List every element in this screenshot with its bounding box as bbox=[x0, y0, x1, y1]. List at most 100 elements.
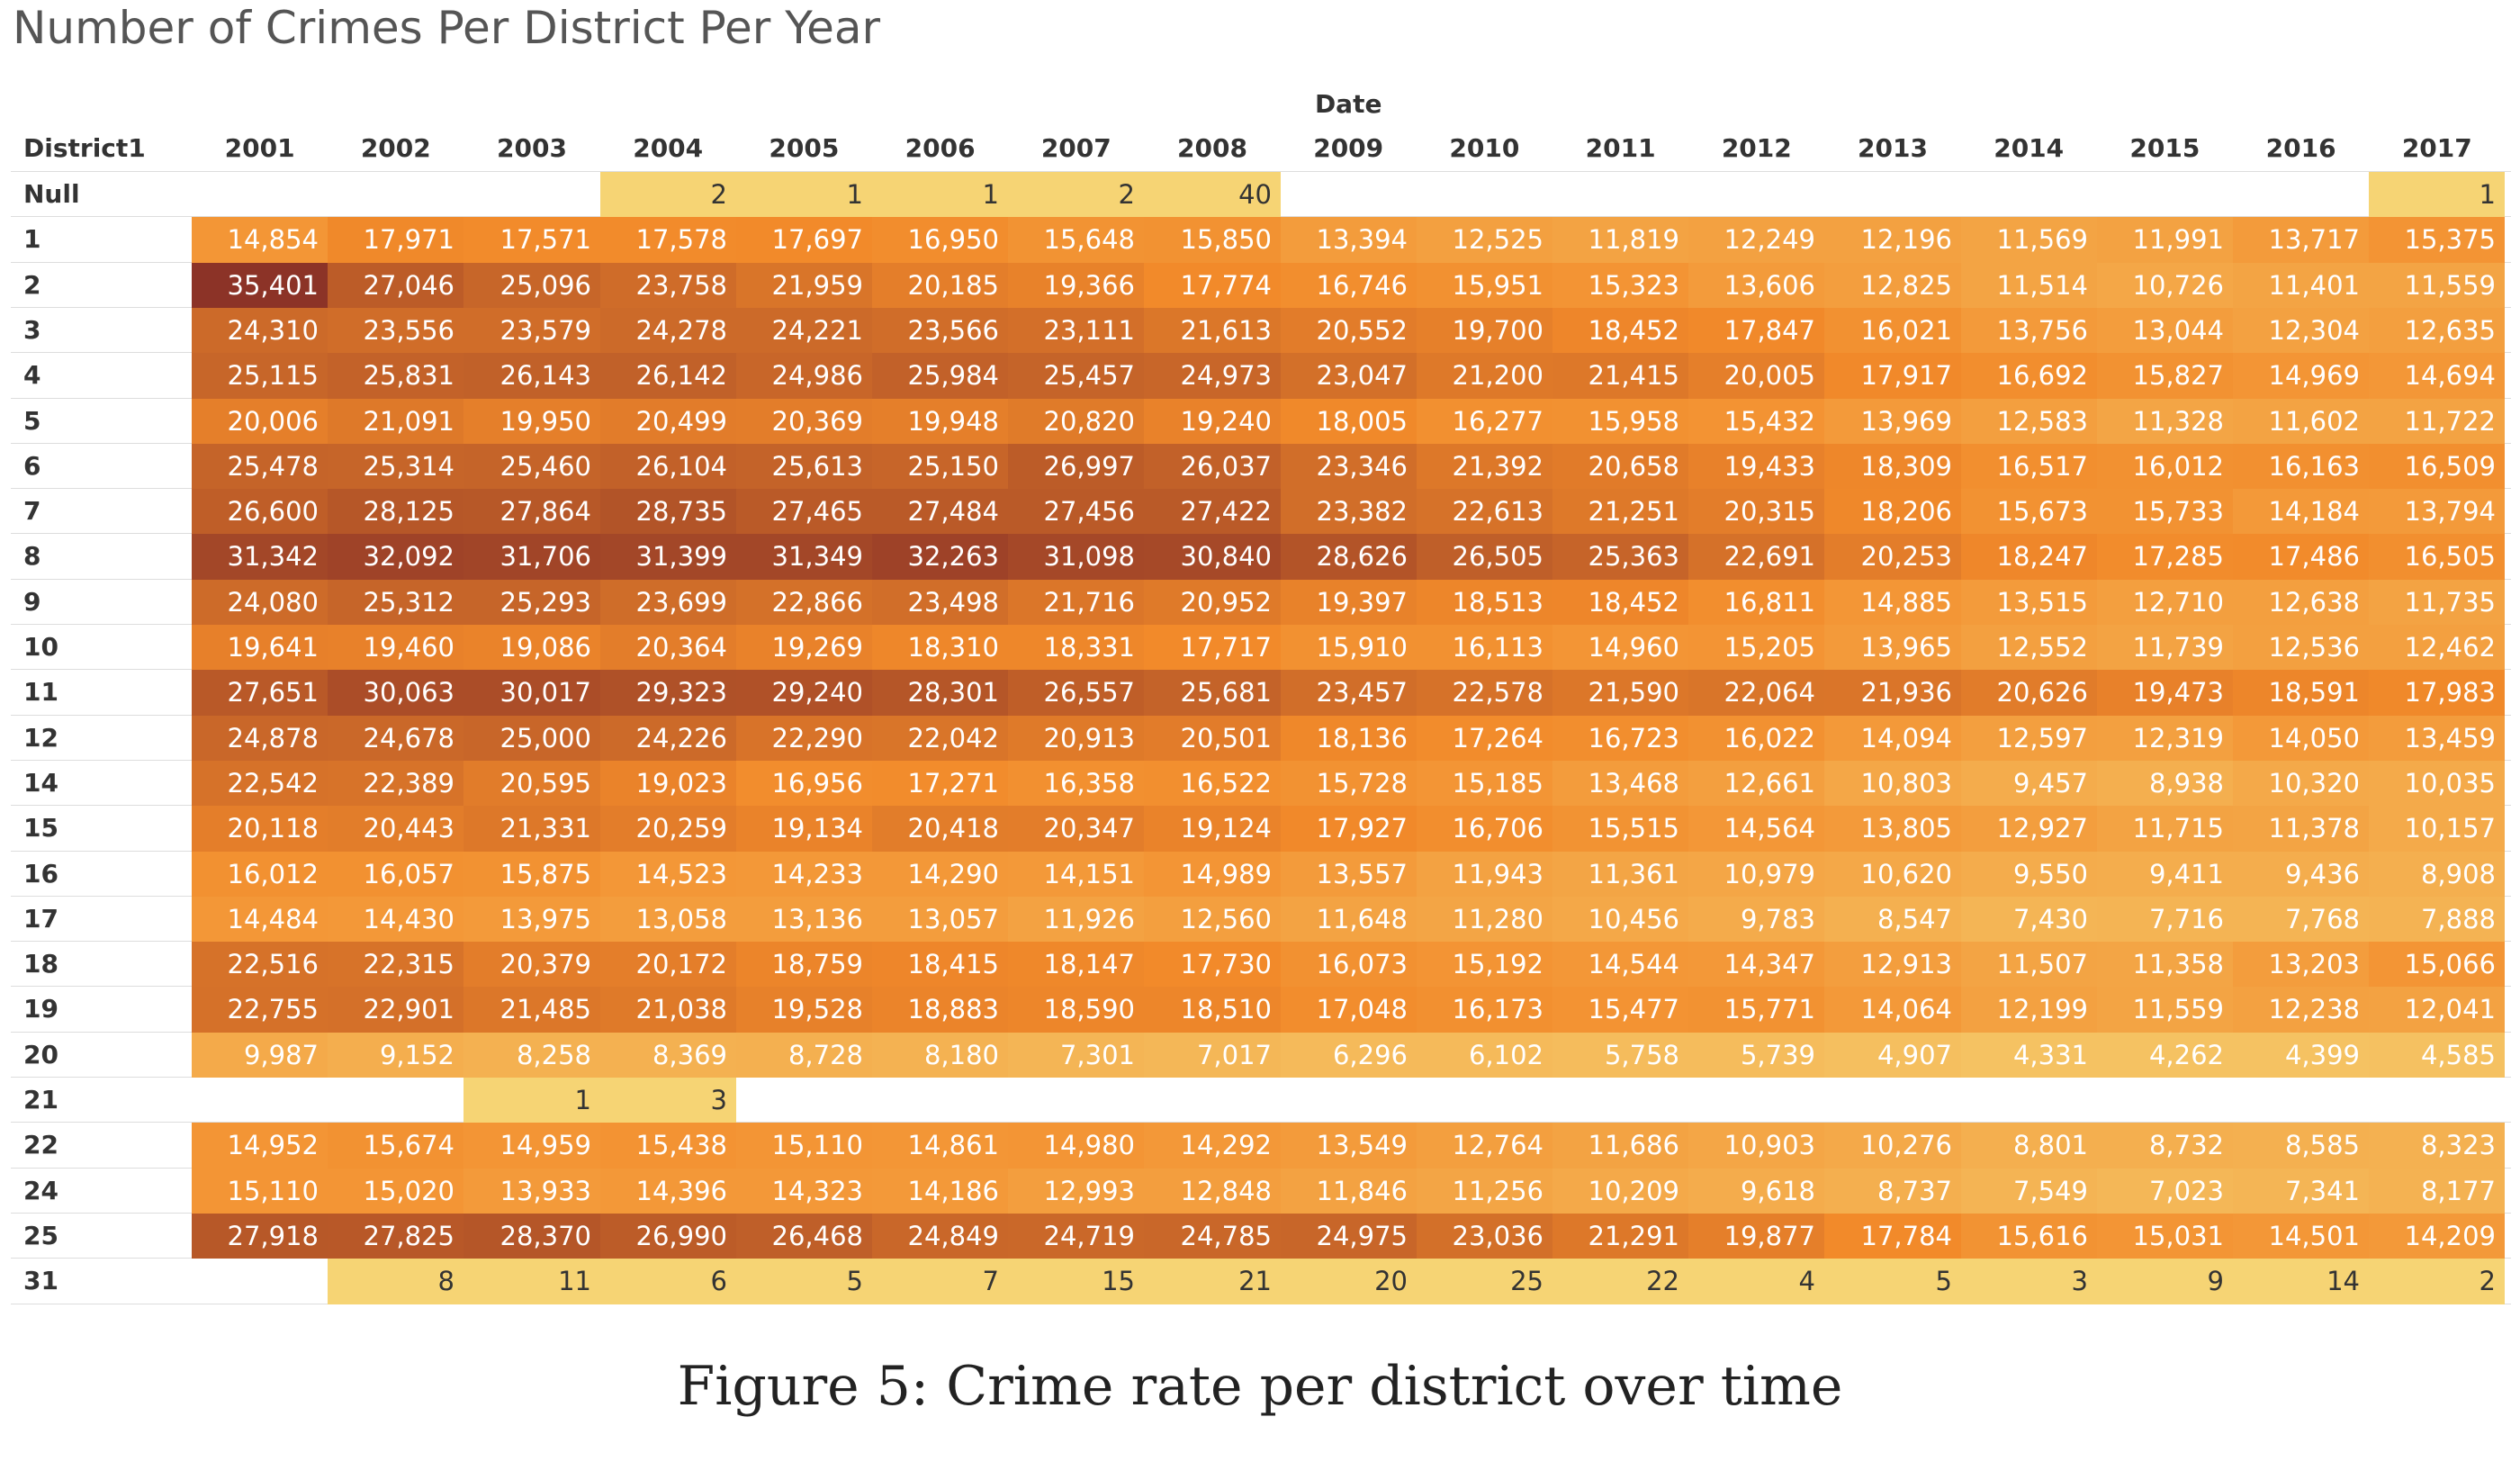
heatmap-cell: 16,163 bbox=[2233, 444, 2369, 489]
heatmap-cell: 21,392 bbox=[1417, 444, 1552, 489]
heatmap-cell: 17,917 bbox=[1824, 353, 1961, 399]
heatmap-cell: 11,686 bbox=[1552, 1123, 1688, 1169]
heatmap-cell: 8,938 bbox=[2097, 761, 2233, 806]
heatmap-cell: 31,706 bbox=[464, 534, 600, 580]
heatmap-cell: 23,699 bbox=[600, 580, 736, 625]
heatmap-cell: 20,369 bbox=[736, 399, 872, 444]
heatmap-cell: 23,111 bbox=[1008, 308, 1144, 353]
heatmap-cell: 32,263 bbox=[872, 534, 1008, 580]
heatmap-cell: 10,620 bbox=[1824, 852, 1961, 897]
heatmap-cell: 16,517 bbox=[1961, 444, 2097, 489]
heatmap-cell: 16,811 bbox=[1688, 580, 1824, 625]
heatmap-cell: 16,723 bbox=[1552, 716, 1688, 761]
heatmap-cell: 20,172 bbox=[600, 942, 736, 987]
heatmap-cell: 17,784 bbox=[1824, 1214, 1961, 1259]
heatmap-cell: 13,717 bbox=[2233, 217, 2369, 263]
heatmap-cell: 15,728 bbox=[1281, 761, 1417, 806]
heatmap-cell: 15,733 bbox=[2097, 489, 2233, 534]
heatmap-cell: 14,523 bbox=[600, 852, 736, 897]
year-header-2005: 2005 bbox=[769, 133, 840, 163]
heatmap-cell: 15,031 bbox=[2097, 1214, 2233, 1259]
heatmap-cell: 19,528 bbox=[736, 987, 872, 1033]
heatmap-cell: 8,323 bbox=[2369, 1123, 2505, 1169]
heatmap-cell: 16,012 bbox=[192, 852, 328, 897]
heatmap-cell: 16,173 bbox=[1417, 987, 1552, 1033]
heatmap-cell: 26,037 bbox=[1144, 444, 1281, 489]
heatmap-cell: 24,878 bbox=[192, 716, 328, 761]
year-header-2008: 2008 bbox=[1177, 133, 1247, 163]
heatmap-cell: 9 bbox=[2097, 1259, 2233, 1304]
heatmap-cell: 26,143 bbox=[464, 353, 600, 399]
heatmap-cell: 19,134 bbox=[736, 806, 872, 852]
heatmap-cell: 12,552 bbox=[1961, 625, 2097, 670]
heatmap-cell: 16,022 bbox=[1688, 716, 1824, 761]
district-label-17: 17 bbox=[23, 904, 58, 934]
heatmap-cell: 12,199 bbox=[1961, 987, 2097, 1033]
district-label-24: 24 bbox=[23, 1176, 58, 1205]
heatmap-cell: 15,648 bbox=[1008, 217, 1144, 263]
heatmap-cell: 13,794 bbox=[2369, 489, 2505, 534]
heatmap-cell: 10,456 bbox=[1552, 897, 1688, 942]
heatmap-cell: 14,952 bbox=[192, 1123, 328, 1169]
heatmap-cell: 15,951 bbox=[1417, 263, 1552, 308]
heatmap-cell: 26,104 bbox=[600, 444, 736, 489]
heatmap-cell: 21,331 bbox=[464, 806, 600, 852]
heatmap-cell: 15,674 bbox=[328, 1123, 464, 1169]
district-label-10: 10 bbox=[23, 632, 58, 662]
year-header-2002: 2002 bbox=[360, 133, 431, 163]
heatmap-cell: 18,331 bbox=[1008, 625, 1144, 670]
heatmap-cell: 14,501 bbox=[2233, 1214, 2369, 1259]
heatmap-cell: 19,366 bbox=[1008, 263, 1144, 308]
heatmap-cell: 10,803 bbox=[1824, 761, 1961, 806]
heatmap-cell: 15,192 bbox=[1417, 942, 1552, 987]
heatmap-cell: 14,064 bbox=[1824, 987, 1961, 1033]
heatmap-cell: 31,342 bbox=[192, 534, 328, 580]
heatmap-cell: 21,936 bbox=[1824, 670, 1961, 716]
heatmap-cell: 21,716 bbox=[1008, 580, 1144, 625]
heatmap-cell: 8,180 bbox=[872, 1033, 1008, 1078]
heatmap-cell: 11,602 bbox=[2233, 399, 2369, 444]
heatmap-cell: 24,975 bbox=[1281, 1214, 1417, 1259]
heatmap-cell: 12,635 bbox=[2369, 308, 2505, 353]
heatmap-cell: 27,825 bbox=[328, 1214, 464, 1259]
heatmap-cell: 21,038 bbox=[600, 987, 736, 1033]
heatmap-cell: 7,888 bbox=[2369, 897, 2505, 942]
heatmap-cell: 20,118 bbox=[192, 806, 328, 852]
heatmap-cell: 12,913 bbox=[1824, 942, 1961, 987]
heatmap-cell: 12,462 bbox=[2369, 625, 2505, 670]
heatmap-cell: 4,907 bbox=[1824, 1033, 1961, 1078]
heatmap-cell: 8,258 bbox=[464, 1033, 600, 1078]
heatmap-cell: 18,309 bbox=[1824, 444, 1961, 489]
heatmap-cell: 25,478 bbox=[192, 444, 328, 489]
heatmap-cell: 14,292 bbox=[1144, 1123, 1281, 1169]
heatmap-cell: 11,401 bbox=[2233, 263, 2369, 308]
heatmap-cell: 32,092 bbox=[328, 534, 464, 580]
heatmap-cell: 11,361 bbox=[1552, 852, 1688, 897]
heatmap-cell: 15,185 bbox=[1417, 761, 1552, 806]
district-label-6: 6 bbox=[23, 451, 41, 481]
heatmap-cell: 19,240 bbox=[1144, 399, 1281, 444]
heatmap-cell: 23,382 bbox=[1281, 489, 1417, 534]
heatmap-cell: 14,484 bbox=[192, 897, 328, 942]
heatmap-cell: 20,501 bbox=[1144, 716, 1281, 761]
heatmap-cell: 8,177 bbox=[2369, 1169, 2505, 1214]
heatmap-cell: 22,691 bbox=[1688, 534, 1824, 580]
heatmap-cell: 13,549 bbox=[1281, 1123, 1417, 1169]
heatmap-cell: 17,983 bbox=[2369, 670, 2505, 716]
heatmap-cell: 15,205 bbox=[1688, 625, 1824, 670]
heatmap-cell: 28,735 bbox=[600, 489, 736, 534]
district-label-12: 12 bbox=[23, 723, 58, 753]
heatmap-cell: 18,591 bbox=[2233, 670, 2369, 716]
district-label-5: 5 bbox=[23, 406, 41, 436]
district-label-15: 15 bbox=[23, 813, 58, 843]
heatmap-cell: 10,157 bbox=[2369, 806, 2505, 852]
district-label-11: 11 bbox=[23, 677, 58, 707]
heatmap-cell: 14,396 bbox=[600, 1169, 736, 1214]
heatmap-cell: 11,648 bbox=[1281, 897, 1417, 942]
heatmap-cell: 22,755 bbox=[192, 987, 328, 1033]
heatmap-cell: 23,498 bbox=[872, 580, 1008, 625]
heatmap-cell: 14,861 bbox=[872, 1123, 1008, 1169]
figure-caption: Figure 5: Crime rate per district over t… bbox=[677, 1355, 1843, 1418]
heatmap-cell: 12,825 bbox=[1824, 263, 1961, 308]
heatmap-cell: 28,125 bbox=[328, 489, 464, 534]
